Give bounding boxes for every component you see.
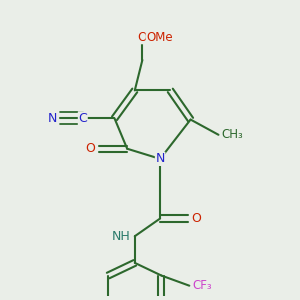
Text: O: O — [137, 31, 147, 44]
Text: NH: NH — [112, 230, 131, 243]
Text: CH₃: CH₃ — [221, 128, 243, 141]
Text: OMe: OMe — [146, 31, 173, 44]
Text: C: C — [78, 112, 87, 125]
Text: N: N — [155, 152, 165, 165]
Text: N: N — [47, 112, 57, 125]
Text: O: O — [85, 142, 95, 155]
Text: O: O — [191, 212, 201, 225]
Text: CF₃: CF₃ — [192, 279, 212, 292]
